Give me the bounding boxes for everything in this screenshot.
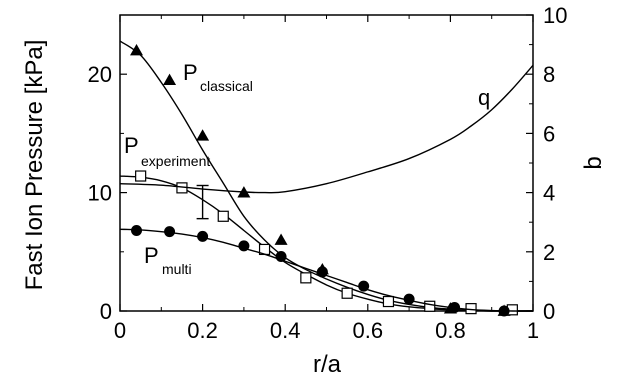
x-tick-label: 0.6 [353, 318, 384, 343]
label-classical-sub: classical [200, 78, 253, 94]
label-classical-main: P [183, 60, 198, 85]
series-line-q [119, 64, 534, 194]
label-experiment-sub: experiment [141, 153, 210, 169]
point-multi [449, 301, 461, 313]
x-tick-label: 1 [527, 318, 539, 343]
y-tick-label-left: 10 [88, 181, 112, 206]
series-layer [119, 40, 534, 317]
point-experiment [135, 170, 147, 182]
y-tick-label-right: 0 [543, 299, 555, 324]
label-experiment-main: P [124, 133, 139, 158]
point-multi [164, 226, 176, 238]
point-experiment [300, 272, 312, 284]
point-multi [358, 280, 370, 292]
y-axis-title-left: Fast Ion Pressure [kPa] [21, 40, 48, 291]
series-labels: P classical P experiment P multi q [124, 60, 490, 277]
point-classical [196, 129, 210, 141]
y-axis-title-right: b [580, 156, 607, 169]
point-experiment [341, 287, 353, 299]
point-experiment [217, 210, 229, 222]
label-multi-sub: multi [162, 261, 192, 277]
x-axis-title: r/a [313, 351, 342, 378]
y-tick-label-right: 2 [543, 240, 555, 265]
point-experiment [424, 300, 436, 312]
x-tick-label: 0.4 [270, 318, 301, 343]
series-line-experiment [119, 175, 533, 312]
point-classical [163, 73, 177, 85]
point-multi [131, 224, 143, 236]
y-tick-label-right: 6 [543, 121, 555, 146]
label-q: q [478, 85, 490, 110]
y-tick-label-right: 8 [543, 62, 555, 87]
point-multi [498, 305, 510, 317]
x-tick-label: 0.8 [435, 318, 466, 343]
y-tick-label-right: 4 [543, 181, 555, 206]
y-tick-label-right: 10 [543, 3, 567, 28]
x-tick-label: 0.2 [187, 318, 218, 343]
point-multi [316, 266, 328, 278]
point-classical [130, 44, 144, 56]
point-multi [275, 251, 287, 263]
point-multi [197, 230, 209, 242]
label-multi-main: P [144, 243, 159, 268]
point-classical [274, 233, 288, 245]
point-experiment [382, 295, 395, 308]
point-multi [238, 240, 250, 252]
y-tick-label-left: 20 [88, 62, 112, 87]
x-tick-label: 0 [114, 318, 126, 343]
point-multi [403, 293, 415, 305]
y-tick-label-left: 0 [100, 299, 112, 324]
